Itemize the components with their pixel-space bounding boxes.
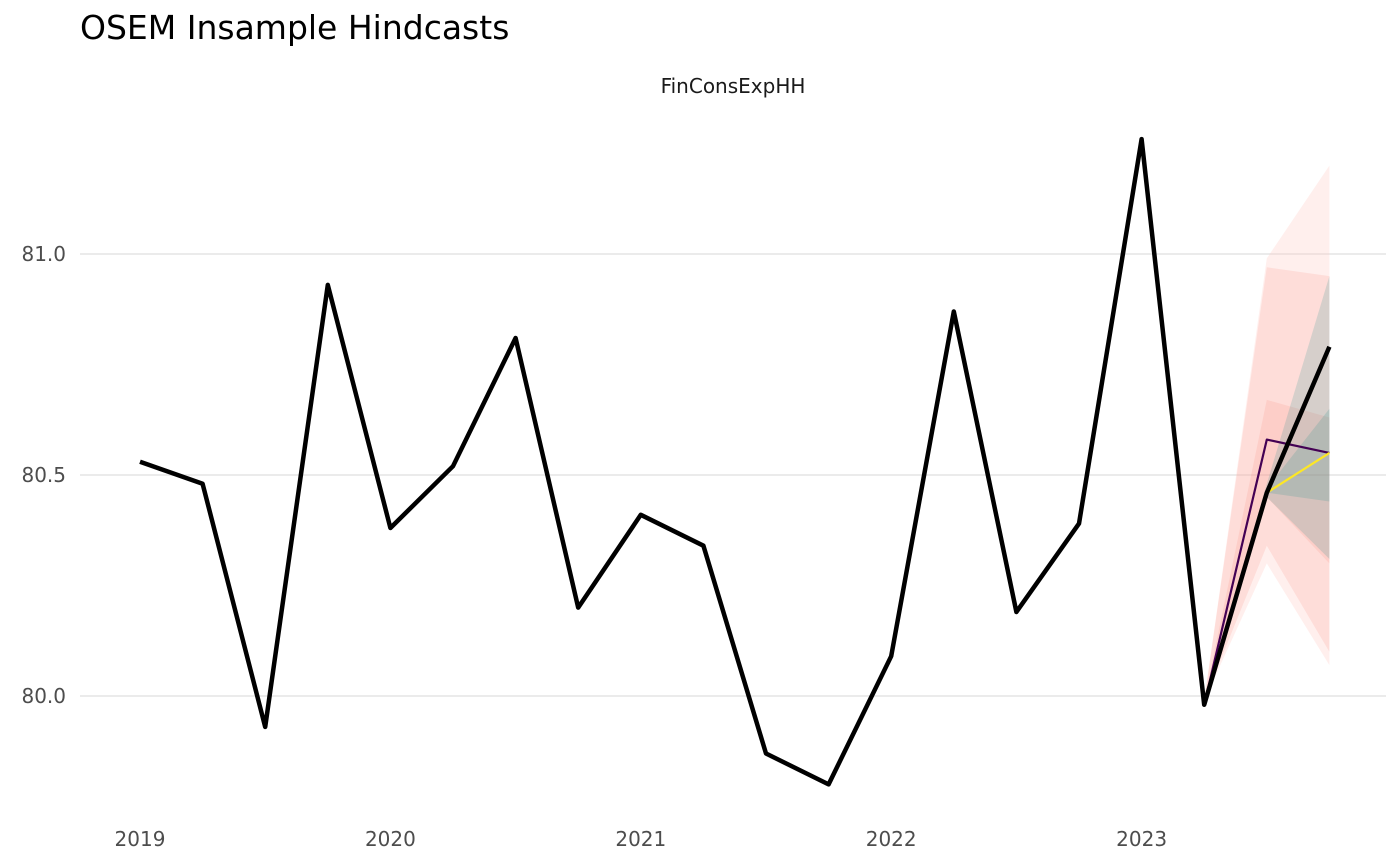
hindcast-band-2 — [1204, 399, 1330, 701]
x-tick-label: 2023 — [1116, 827, 1167, 851]
observed-series-line — [139, 136, 1332, 787]
y-tick-label: 80.5 — [21, 463, 66, 487]
x-tick-label: 2021 — [615, 827, 666, 851]
hindcast-series-line-1 — [1203, 438, 1330, 706]
hindcast-band-0 — [1204, 165, 1330, 701]
x-tick-label: 2022 — [866, 827, 917, 851]
y-tick-label: 81.0 — [21, 242, 66, 266]
hindcast-band-4 — [1204, 408, 1330, 701]
y-tick-label: 80.0 — [21, 684, 66, 708]
facet-label: FinConsExpHH — [660, 74, 806, 98]
x-tick-label: 2019 — [115, 827, 166, 851]
chart-title: OSEM Insample Hindcasts — [80, 8, 510, 47]
x-tick-label: 2020 — [365, 827, 416, 851]
